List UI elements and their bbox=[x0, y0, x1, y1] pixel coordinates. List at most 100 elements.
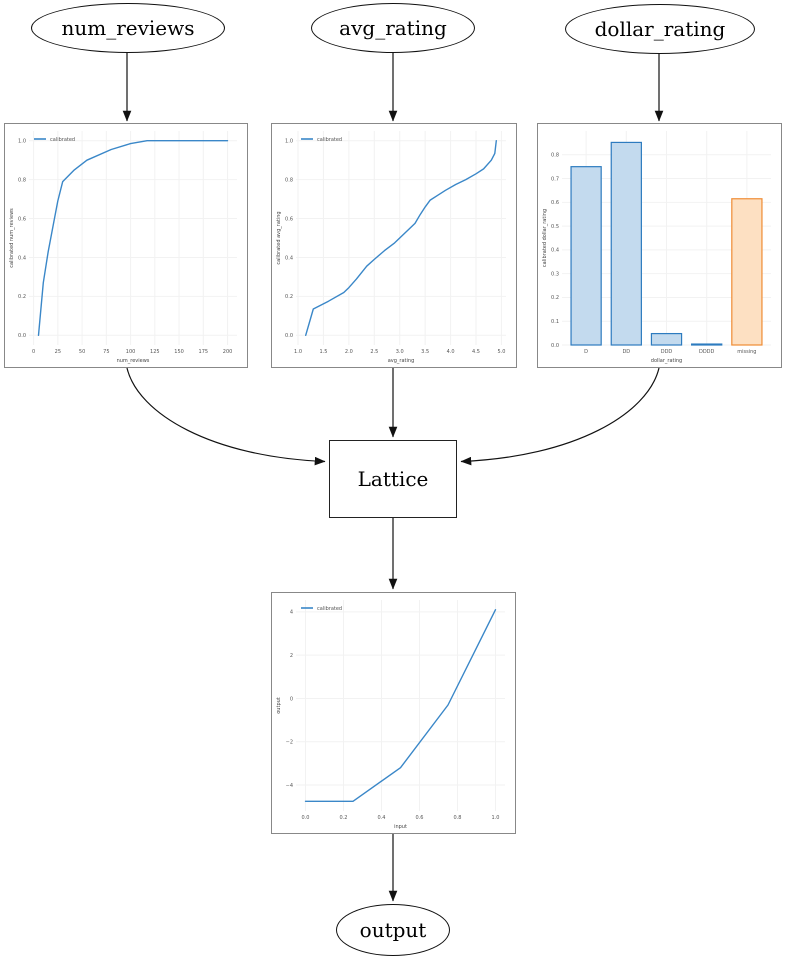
svg-text:0.0: 0.0 bbox=[551, 343, 559, 349]
svg-text:0.4: 0.4 bbox=[378, 815, 386, 821]
bar-series bbox=[570, 141, 763, 346]
num-reviews-calibration-chart: 0 25 50 75 100 125 150 175 200 0.0 0.2 0.4 0.6 0.8 1.0… bbox=[9, 131, 237, 364]
svg-text:200: 200 bbox=[223, 349, 233, 355]
svg-text:0: 0 bbox=[290, 696, 293, 702]
node-dollar-rating-label: dollar_rating bbox=[594, 17, 726, 41]
y-axis-label: calibrated dollar_rating bbox=[542, 209, 548, 267]
edge-calibrator3-to-lattice bbox=[460, 367, 660, 466]
svg-text:0.4: 0.4 bbox=[551, 248, 559, 254]
lattice-output-chart: 0.0 0.2 0.4 0.6 0.8 1.0 −4 −2 0 2 4 input output cali… bbox=[276, 600, 505, 830]
svg-text:missing: missing bbox=[737, 349, 756, 355]
svg-text:0.8: 0.8 bbox=[551, 153, 559, 159]
avg-rating-calibration-chart: 1.0 1.5 2.0 2.5 3.0 3.5 4.0 4.5 5.00.00.20.40.60… bbox=[276, 131, 506, 364]
svg-text:0.2: 0.2 bbox=[285, 294, 293, 300]
svg-text:125: 125 bbox=[150, 349, 160, 355]
svg-text:1.0: 1.0 bbox=[18, 139, 26, 145]
legend: calibrated bbox=[301, 606, 342, 612]
svg-text:0.2: 0.2 bbox=[340, 815, 348, 821]
x-tick-labels: 0 25 50 75 100 125 150 175 200 bbox=[32, 349, 232, 355]
legend: calibrated bbox=[34, 137, 75, 143]
node-avg-rating-label: avg_rating bbox=[339, 16, 447, 40]
legend-label: calibrated bbox=[317, 606, 342, 612]
svg-text:0.2: 0.2 bbox=[551, 295, 559, 301]
calibrator-plot-avg-rating: 1.0 1.5 2.0 2.5 3.0 3.5 4.0 4.5 5.0 0.0 0.2 0.4 0.6 0… bbox=[271, 123, 517, 368]
y-axis-label: output bbox=[276, 697, 282, 714]
svg-text:0.0: 0.0 bbox=[285, 333, 293, 339]
svg-text:4.0: 4.0 bbox=[447, 349, 455, 355]
svg-text:2.0: 2.0 bbox=[345, 349, 353, 355]
x-tick-labels: 0.0 0.2 0.4 0.6 0.8 1.0 bbox=[302, 815, 500, 821]
svg-text:0.1: 0.1 bbox=[551, 319, 559, 325]
svg-text:0.6: 0.6 bbox=[416, 815, 424, 821]
calibration-line-series bbox=[37, 140, 229, 337]
y-axis-label: calibrated avg_rating bbox=[276, 211, 282, 264]
svg-text:1.0: 1.0 bbox=[492, 815, 500, 821]
x-tick-labels: 1.0 1.5 2.0 2.5 3.0 3.5 4.0 4.5 5.0 bbox=[294, 349, 505, 355]
svg-text:0.6: 0.6 bbox=[285, 216, 293, 222]
svg-text:3.0: 3.0 bbox=[396, 349, 404, 355]
y-tick-labels: 0.0 0.1 0.2 0.3 0.4 0.5 0.6 0.7 0.8 bbox=[551, 153, 559, 349]
node-avg-rating: avg_rating bbox=[311, 3, 475, 53]
node-dollar-rating: dollar_rating bbox=[565, 4, 755, 54]
svg-text:1.5: 1.5 bbox=[319, 349, 327, 355]
svg-text:50: 50 bbox=[79, 349, 85, 355]
calibration-line-series bbox=[304, 609, 497, 803]
svg-text:175: 175 bbox=[199, 349, 209, 355]
svg-text:0.3: 0.3 bbox=[551, 271, 559, 277]
y-tick-labels: 0.0 0.2 0.4 0.6 0.8 1.0 bbox=[285, 139, 293, 340]
svg-text:DDD: DDD bbox=[661, 349, 673, 355]
svg-text:2: 2 bbox=[290, 653, 293, 659]
node-num-reviews-label: num_reviews bbox=[61, 16, 195, 40]
svg-text:0: 0 bbox=[32, 349, 35, 355]
svg-text:0.0: 0.0 bbox=[18, 333, 26, 339]
svg-text:25: 25 bbox=[55, 349, 61, 355]
svg-text:75: 75 bbox=[103, 349, 109, 355]
x-tick-labels: D DD DDD DDDD missing bbox=[584, 349, 756, 355]
svg-text:3.5: 3.5 bbox=[421, 349, 429, 355]
x-axis-label: input bbox=[394, 824, 407, 830]
svg-text:2.5: 2.5 bbox=[370, 349, 378, 355]
svg-text:4: 4 bbox=[290, 610, 293, 616]
svg-text:0.8: 0.8 bbox=[285, 177, 293, 183]
svg-text:1.0: 1.0 bbox=[285, 139, 293, 145]
calibration-line-series bbox=[305, 140, 498, 337]
y-tick-labels: −4 −2 0 2 4 bbox=[286, 610, 293, 789]
node-output-label: output bbox=[359, 918, 427, 942]
svg-text:1.0: 1.0 bbox=[294, 349, 302, 355]
node-output: output bbox=[336, 904, 450, 956]
node-lattice: Lattice bbox=[329, 440, 457, 518]
legend-label: calibrated bbox=[317, 137, 342, 143]
svg-text:0.6: 0.6 bbox=[18, 216, 26, 222]
grid-lines bbox=[296, 600, 505, 811]
calibrator-plot-dollar-rating: D DD DDD DDDD missing 0.0 0.1 0.2 0.3 0.4 0.5 0.6 0.… bbox=[537, 123, 782, 368]
svg-text:0.7: 0.7 bbox=[551, 176, 559, 182]
svg-text:0.0: 0.0 bbox=[302, 815, 310, 821]
x-axis-label: num_reviews bbox=[117, 358, 150, 364]
edge-calibrator1-to-lattice bbox=[126, 367, 326, 466]
svg-text:0.6: 0.6 bbox=[551, 200, 559, 206]
legend: calibrated bbox=[301, 137, 342, 143]
calibrator-plot-num-reviews: 0 25 50 75 100 125 150 175 200 0.0 0.2 0.4 0.6 0.8 1.0… bbox=[4, 123, 248, 368]
x-axis-label: dollar_rating bbox=[651, 358, 682, 364]
svg-text:0.4: 0.4 bbox=[18, 255, 26, 261]
svg-text:0.2: 0.2 bbox=[18, 294, 26, 300]
svg-text:100: 100 bbox=[126, 349, 136, 355]
svg-text:150: 150 bbox=[174, 349, 184, 355]
svg-text:0.8: 0.8 bbox=[18, 177, 26, 183]
legend-label: calibrated bbox=[50, 137, 75, 143]
svg-text:DDDD: DDDD bbox=[699, 349, 715, 355]
svg-text:D: D bbox=[584, 349, 588, 355]
svg-text:5.0: 5.0 bbox=[497, 349, 505, 355]
node-lattice-label: Lattice bbox=[357, 467, 429, 491]
x-axis-label: avg_rating bbox=[388, 358, 415, 364]
y-tick-labels: 0.0 0.2 0.4 0.6 0.8 1.0 bbox=[18, 139, 26, 340]
grid-lines bbox=[29, 131, 237, 345]
svg-text:0.8: 0.8 bbox=[454, 815, 462, 821]
svg-text:−2: −2 bbox=[286, 740, 293, 746]
grid-lines bbox=[296, 131, 506, 345]
svg-text:−4: −4 bbox=[286, 783, 293, 789]
svg-text:0.4: 0.4 bbox=[285, 255, 293, 261]
svg-text:4.5: 4.5 bbox=[472, 349, 480, 355]
dollar-rating-calibration-chart: D DD DDD DDDD missing0.00.10.20.30.40.50.60.… bbox=[542, 131, 771, 364]
